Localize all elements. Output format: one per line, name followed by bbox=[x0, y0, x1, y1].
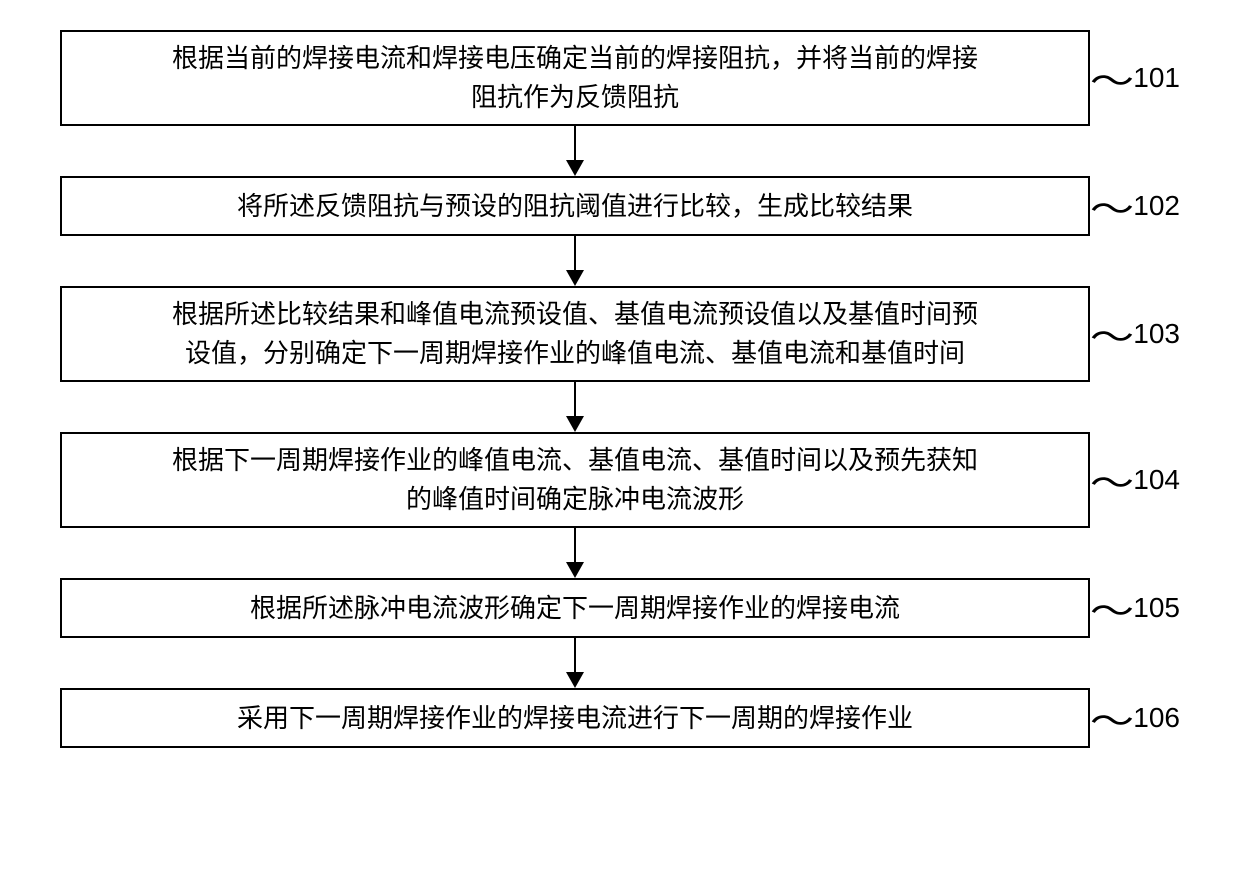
tilde-icon: 〜 bbox=[1090, 182, 1134, 231]
tilde-icon: 〜 bbox=[1090, 54, 1134, 103]
flow-step: 根据当前的焊接电流和焊接电压确定当前的焊接阻抗，并将当前的焊接 阻抗作为反馈阻抗… bbox=[60, 30, 1180, 126]
step-label: 〜 106 bbox=[1090, 694, 1180, 743]
step-number: 104 bbox=[1133, 464, 1180, 496]
arrow-down-icon bbox=[60, 126, 1090, 176]
arrow-down-icon bbox=[60, 638, 1090, 688]
flow-step: 根据下一周期焊接作业的峰值电流、基值电流、基值时间以及预先获知 的峰值时间确定脉… bbox=[60, 432, 1180, 528]
arrow-down-icon bbox=[60, 528, 1090, 578]
step-text-line: 根据所述脉冲电流波形确定下一周期焊接作业的焊接电流 bbox=[250, 589, 900, 628]
step-text-line: 阻抗作为反馈阻抗 bbox=[172, 78, 978, 117]
arrow-down-icon bbox=[60, 236, 1090, 286]
tilde-icon: 〜 bbox=[1090, 310, 1134, 359]
flow-step: 将所述反馈阻抗与预设的阻抗阈值进行比较，生成比较结果 〜 102 bbox=[60, 176, 1180, 236]
flow-step: 根据所述比较结果和峰值电流预设值、基值电流预设值以及基值时间预 设值，分别确定下… bbox=[60, 286, 1180, 382]
step-box-106: 采用下一周期焊接作业的焊接电流进行下一周期的焊接作业 bbox=[60, 688, 1090, 748]
step-text-line: 根据当前的焊接电流和焊接电压确定当前的焊接阻抗，并将当前的焊接 bbox=[172, 39, 978, 78]
step-text-line: 根据所述比较结果和峰值电流预设值、基值电流预设值以及基值时间预 bbox=[172, 295, 978, 334]
step-number: 102 bbox=[1133, 190, 1180, 222]
flowchart-container: 根据当前的焊接电流和焊接电压确定当前的焊接阻抗，并将当前的焊接 阻抗作为反馈阻抗… bbox=[60, 30, 1180, 748]
tilde-icon: 〜 bbox=[1090, 456, 1134, 505]
step-label: 〜 102 bbox=[1090, 182, 1180, 231]
tilde-icon: 〜 bbox=[1090, 694, 1134, 743]
step-number: 103 bbox=[1133, 318, 1180, 350]
tilde-icon: 〜 bbox=[1090, 584, 1134, 633]
step-text-line: 采用下一周期焊接作业的焊接电流进行下一周期的焊接作业 bbox=[237, 699, 913, 738]
step-number: 101 bbox=[1133, 62, 1180, 94]
step-number: 105 bbox=[1133, 592, 1180, 624]
step-label: 〜 101 bbox=[1090, 54, 1180, 103]
step-box-105: 根据所述脉冲电流波形确定下一周期焊接作业的焊接电流 bbox=[60, 578, 1090, 638]
step-text-line: 设值，分别确定下一周期焊接作业的峰值电流、基值电流和基值时间 bbox=[172, 334, 978, 373]
step-text-line: 的峰值时间确定脉冲电流波形 bbox=[172, 480, 978, 519]
step-box-101: 根据当前的焊接电流和焊接电压确定当前的焊接阻抗，并将当前的焊接 阻抗作为反馈阻抗 bbox=[60, 30, 1090, 126]
arrow-down-icon bbox=[60, 382, 1090, 432]
step-text-line: 将所述反馈阻抗与预设的阻抗阈值进行比较，生成比较结果 bbox=[237, 187, 913, 226]
step-box-104: 根据下一周期焊接作业的峰值电流、基值电流、基值时间以及预先获知 的峰值时间确定脉… bbox=[60, 432, 1090, 528]
step-text-line: 根据下一周期焊接作业的峰值电流、基值电流、基值时间以及预先获知 bbox=[172, 441, 978, 480]
step-number: 106 bbox=[1133, 702, 1180, 734]
flow-step: 采用下一周期焊接作业的焊接电流进行下一周期的焊接作业 〜 106 bbox=[60, 688, 1180, 748]
step-label: 〜 105 bbox=[1090, 584, 1180, 633]
step-label: 〜 104 bbox=[1090, 456, 1180, 505]
flow-step: 根据所述脉冲电流波形确定下一周期焊接作业的焊接电流 〜 105 bbox=[60, 578, 1180, 638]
step-box-102: 将所述反馈阻抗与预设的阻抗阈值进行比较，生成比较结果 bbox=[60, 176, 1090, 236]
step-label: 〜 103 bbox=[1090, 310, 1180, 359]
step-box-103: 根据所述比较结果和峰值电流预设值、基值电流预设值以及基值时间预 设值，分别确定下… bbox=[60, 286, 1090, 382]
